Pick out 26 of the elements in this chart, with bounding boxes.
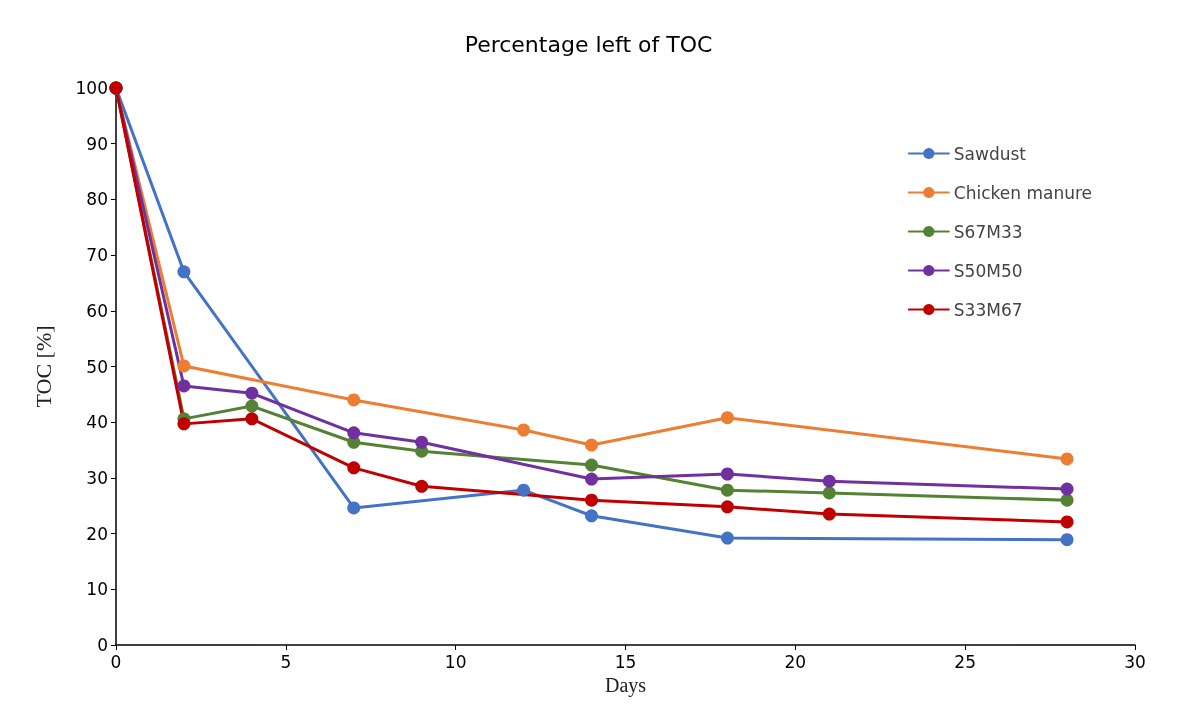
y-tick-label: 10 <box>86 579 108 600</box>
x-tick-label: 10 <box>444 651 467 672</box>
y-axis-title: TOC [%] <box>30 325 56 408</box>
x-tick-label: 20 <box>784 651 807 672</box>
x-tick-label: 25 <box>954 651 976 672</box>
legend-label: Sawdust <box>953 143 1027 164</box>
x-axis-title: Days <box>604 673 647 697</box>
y-tick-label: 80 <box>86 189 108 210</box>
x-tick-label: 5 <box>280 651 292 672</box>
legend-label: S67M33 <box>953 221 1023 242</box>
legend-label: Chicken manure <box>953 182 1093 203</box>
x-tick-label: 0 <box>110 651 122 672</box>
y-tick-label: 100 <box>75 78 108 98</box>
x-tick-label: 30 <box>1124 651 1146 672</box>
y-tick-label: 50 <box>86 356 108 377</box>
y-tick-label: 90 <box>86 133 108 154</box>
y-tick-label: 20 <box>86 523 108 544</box>
legend-label: S33M67 <box>953 299 1023 320</box>
y-tick-label: 30 <box>86 467 108 488</box>
y-tick-label: 0 <box>97 635 108 655</box>
y-tick-label: 40 <box>86 412 108 433</box>
x-tick-label: 15 <box>614 651 637 672</box>
legend-label: S50M50 <box>953 260 1023 281</box>
chart-title: Percentage left of TOC <box>464 31 713 57</box>
y-tick-label: 70 <box>86 245 108 266</box>
y-tick-label: 60 <box>86 300 108 321</box>
